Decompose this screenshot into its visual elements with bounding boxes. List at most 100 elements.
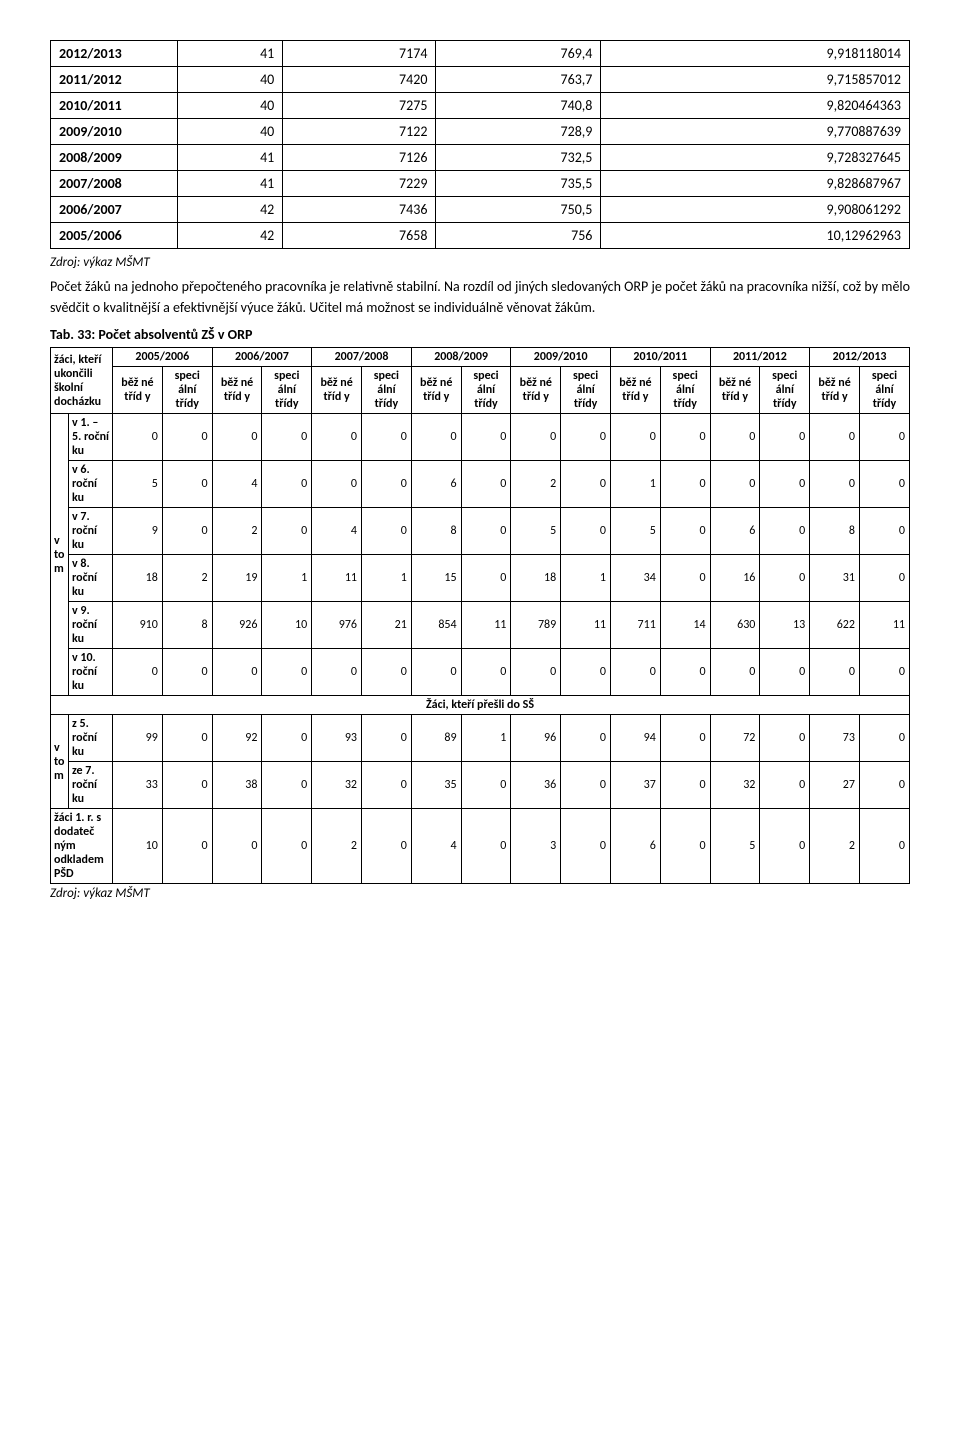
t2-cell: 92 — [212, 715, 262, 762]
table1-cell: 9,828687967 — [601, 171, 910, 197]
table1-cell: 40 — [178, 119, 283, 145]
t2-cell: 0 — [312, 461, 362, 508]
table1-cell: 7275 — [283, 93, 436, 119]
t2-subhead-bez: běž né tříd y — [710, 367, 760, 414]
t2-cell: 11 — [461, 602, 511, 649]
t2-cell: 5 — [113, 461, 163, 508]
t2-cell: 0 — [162, 414, 212, 461]
table1-year: 2012/2013 — [51, 41, 178, 67]
t2-cell: 8 — [162, 602, 212, 649]
t2-cell: 854 — [411, 602, 461, 649]
t2-cell: 0 — [760, 555, 810, 602]
t2-cell: 10 — [262, 602, 312, 649]
table1-cell: 40 — [178, 93, 283, 119]
t2-subhead-bez: běž né tříd y — [511, 367, 561, 414]
t2-subhead-spec: speci ální třídy — [262, 367, 312, 414]
table1-cell: 7420 — [283, 67, 436, 93]
t2-cell: 0 — [760, 762, 810, 809]
t2-cell: 73 — [810, 715, 860, 762]
t2-cell: 0 — [760, 809, 810, 884]
t2-cell: 21 — [362, 602, 412, 649]
t2-cell: 0 — [162, 508, 212, 555]
t2-cell: 0 — [561, 461, 611, 508]
table1-cell: 9,715857012 — [601, 67, 910, 93]
t2-cell: 4 — [212, 461, 262, 508]
t2-cell: 0 — [262, 414, 312, 461]
t2-cell: 11 — [859, 602, 909, 649]
t2-cell: 0 — [561, 649, 611, 696]
t2-subhead-bez: běž né tříd y — [312, 367, 362, 414]
t2-subhead-spec: speci ální třídy — [162, 367, 212, 414]
table1-cell: 10,12962963 — [601, 223, 910, 249]
t2-cell: 0 — [660, 715, 710, 762]
t2-cell: 0 — [561, 508, 611, 555]
t2-cell: 9 — [113, 508, 163, 555]
source-2: Zdroj: výkaz MŠMT — [50, 886, 910, 901]
t2-cell: 32 — [710, 762, 760, 809]
t2-row-label: v 8. roční ku — [69, 555, 113, 602]
t2-cell: 0 — [262, 649, 312, 696]
t2-cell: 5 — [511, 508, 561, 555]
t2-cell: 89 — [411, 715, 461, 762]
t2-cell: 11 — [312, 555, 362, 602]
t2-cell: 1 — [461, 715, 511, 762]
table1-cell: 9,820464363 — [601, 93, 910, 119]
t2-subhead-spec: speci ální třídy — [660, 367, 710, 414]
t2-cell: 5 — [710, 809, 760, 884]
graduates-table: žáci, kteří ukončili školní docházku2005… — [50, 347, 910, 884]
t2-row-label: v 9. roční ku — [69, 602, 113, 649]
table1-cell: 7122 — [283, 119, 436, 145]
t2-cell: 18 — [511, 555, 561, 602]
t2-subhead-spec: speci ální třídy — [760, 367, 810, 414]
table1-cell: 9,728327645 — [601, 145, 910, 171]
t2-year-head: 2005/2006 — [113, 348, 213, 367]
t2-cell: 10 — [113, 809, 163, 884]
table1-year: 2010/2011 — [51, 93, 178, 119]
table1-cell: 7126 — [283, 145, 436, 171]
t2-cell: 1 — [362, 555, 412, 602]
t2-cell: 0 — [859, 414, 909, 461]
table1-cell: 9,770887639 — [601, 119, 910, 145]
t2-cell: 2 — [162, 555, 212, 602]
t2-cell: 0 — [810, 414, 860, 461]
t2-year-head: 2009/2010 — [511, 348, 611, 367]
t2-cell: 0 — [660, 555, 710, 602]
t2-year-head: 2008/2009 — [411, 348, 511, 367]
t2-row-label: v 6. roční ku — [69, 461, 113, 508]
t2-cell: 0 — [262, 461, 312, 508]
t2-cell: 0 — [162, 809, 212, 884]
t2-subhead-bez: běž né tříd y — [610, 367, 660, 414]
table1-cell: 7174 — [283, 41, 436, 67]
paragraph: Počet žáků na jednoho přepočteného praco… — [50, 276, 910, 318]
t2-cell: 5 — [610, 508, 660, 555]
t2-cell: 0 — [859, 809, 909, 884]
t2-cell: 0 — [362, 461, 412, 508]
t2-cell: 1 — [262, 555, 312, 602]
t2-lastrow-label: žáci 1. r. s dodateč ným odkladem PŠD — [51, 809, 113, 884]
t2-cell: 15 — [411, 555, 461, 602]
t2-cell: 976 — [312, 602, 362, 649]
t2-cell: 0 — [859, 649, 909, 696]
t2-cell: 16 — [710, 555, 760, 602]
t2-cell: 0 — [411, 414, 461, 461]
table1-cell: 40 — [178, 67, 283, 93]
t2-cell: 789 — [511, 602, 561, 649]
t2-cell: 3 — [511, 809, 561, 884]
t2-cell: 0 — [162, 649, 212, 696]
t2-subhead-spec: speci ální třídy — [859, 367, 909, 414]
t2-cell: 0 — [113, 649, 163, 696]
t2-year-head: 2006/2007 — [212, 348, 312, 367]
t2-cell: 6 — [710, 508, 760, 555]
t2-cell: 0 — [660, 414, 710, 461]
t2-cell: 2 — [511, 461, 561, 508]
t2-cell: 38 — [212, 762, 262, 809]
t2-cell: 6 — [610, 809, 660, 884]
t2-cell: 0 — [162, 715, 212, 762]
t2-cell: 0 — [760, 649, 810, 696]
t2-cell: 0 — [461, 649, 511, 696]
t2-cell: 94 — [610, 715, 660, 762]
t2-cell: 11 — [561, 602, 611, 649]
t2-subhead-bez: běž né tříd y — [411, 367, 461, 414]
table1-cell: 9,918118014 — [601, 41, 910, 67]
t2-subhead-spec: speci ální třídy — [461, 367, 511, 414]
